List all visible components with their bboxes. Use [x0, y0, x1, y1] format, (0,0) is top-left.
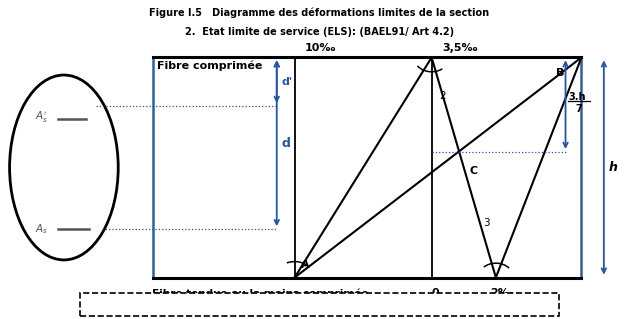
Bar	[153, 57, 581, 278]
Text: 3,5‰: 3,5‰	[443, 43, 478, 53]
Text: 3: 3	[483, 218, 489, 228]
Text: d': d'	[282, 77, 293, 87]
Text: 7: 7	[576, 104, 582, 115]
Text: $A_s'$: $A_s'$	[35, 110, 48, 125]
Text: 2‰: 2‰	[490, 288, 514, 299]
Text: Figure I.5   Diagramme des déformations limites de la section: Figure I.5 Diagramme des déformations li…	[150, 8, 489, 19]
Text: 2: 2	[440, 91, 446, 101]
Text: 3.h: 3.h	[569, 92, 586, 102]
Text: Fibre tendue ou la moins comprimée: Fibre tendue ou la moins comprimée	[152, 288, 369, 299]
Text: d: d	[282, 137, 291, 150]
Text: $A_s$: $A_s$	[35, 222, 48, 236]
Text: 10‰: 10‰	[305, 43, 336, 53]
Text: 0: 0	[431, 288, 438, 299]
Text: C: C	[470, 166, 478, 176]
Text: h: h	[609, 161, 618, 174]
Text: Fibre comprimée: Fibre comprimée	[157, 60, 262, 70]
Text: TABLEAU 4. STRUCTURE LE REGLEMENT FRANCAIS DES BETONS ARMES: TABLEAU 4. STRUCTURE LE REGLEMENT FRANCA…	[152, 300, 487, 309]
Text: A: A	[301, 260, 310, 270]
Text: B: B	[556, 68, 564, 78]
FancyBboxPatch shape	[80, 293, 559, 316]
Ellipse shape	[10, 75, 118, 260]
Text: 2.  Etat limite de service (ELS): (BAEL91/ Art 4.2): 2. Etat limite de service (ELS): (BAEL91…	[185, 27, 454, 37]
